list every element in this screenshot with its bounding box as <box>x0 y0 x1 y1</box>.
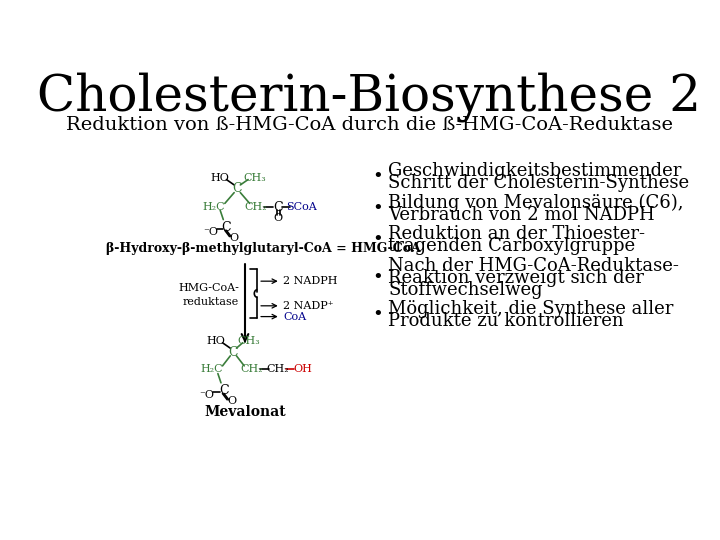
Text: CH₂: CH₂ <box>245 202 267 212</box>
Text: CH₂: CH₂ <box>266 364 289 374</box>
Text: HMG-CoA-
reduktase: HMG-CoA- reduktase <box>178 284 239 307</box>
Text: O: O <box>228 396 236 406</box>
Text: C: C <box>222 221 231 234</box>
Text: Produkte zu kontrollieren: Produkte zu kontrollieren <box>388 312 624 330</box>
Text: Bildung von Mevalonsäure (C6),: Bildung von Mevalonsäure (C6), <box>388 193 684 212</box>
Text: Nach der HMG-CoA-Reduktase-: Nach der HMG-CoA-Reduktase- <box>388 256 679 275</box>
Text: ⁻O: ⁻O <box>199 390 215 400</box>
Text: Stoffwechselweg: Stoffwechselweg <box>388 281 543 299</box>
Text: CoA: CoA <box>283 312 306 322</box>
Text: Cholesterin-Biosynthese 2: Cholesterin-Biosynthese 2 <box>37 72 701 122</box>
Text: C: C <box>274 201 283 214</box>
Text: •: • <box>372 306 383 324</box>
Text: CH₃: CH₃ <box>243 173 266 183</box>
Text: tragenden Carboxylgruppe: tragenden Carboxylgruppe <box>388 237 636 255</box>
Text: HO: HO <box>207 336 226 346</box>
Text: HO: HO <box>211 173 230 183</box>
Text: 2 NADPH: 2 NADPH <box>283 276 338 286</box>
Text: C: C <box>233 183 242 195</box>
Text: C: C <box>228 346 238 359</box>
Text: CH₂: CH₂ <box>240 364 264 374</box>
Text: C: C <box>220 384 229 397</box>
Text: Reduktion von ß-HMG-CoA durch die ß-HMG-CoA-Reduktase: Reduktion von ß-HMG-CoA durch die ß-HMG-… <box>66 116 672 134</box>
Text: H₂C: H₂C <box>203 202 225 212</box>
Text: SCoA: SCoA <box>287 202 317 212</box>
Text: Reduktion an der Thioester-: Reduktion an der Thioester- <box>388 225 645 243</box>
Text: •: • <box>372 231 383 249</box>
Text: CH₃: CH₃ <box>238 336 260 346</box>
Text: •: • <box>372 168 383 186</box>
Text: O: O <box>230 233 239 243</box>
Text: Möglichkeit, die Synthese aller: Möglichkeit, die Synthese aller <box>388 300 674 318</box>
Text: Schritt der Cholesterin-Synthese: Schritt der Cholesterin-Synthese <box>388 174 690 192</box>
Text: 2 NADP⁺: 2 NADP⁺ <box>283 301 333 311</box>
Text: Verbrauch von 2 mol NADPH: Verbrauch von 2 mol NADPH <box>388 206 655 224</box>
Text: O: O <box>274 213 283 223</box>
Text: Geschwindigkeitsbestimmender: Geschwindigkeitsbestimmender <box>388 162 682 180</box>
Text: Reaktion verzweigt sich der: Reaktion verzweigt sich der <box>388 269 644 287</box>
Text: •: • <box>372 200 383 218</box>
Text: Mevalonat: Mevalonat <box>204 405 286 419</box>
Text: H₂C: H₂C <box>200 364 223 374</box>
Text: •: • <box>372 269 383 287</box>
Text: OH: OH <box>294 364 312 374</box>
Text: ⁻O: ⁻O <box>204 227 218 237</box>
Text: β-Hydroxy-β-methylglutaryl-CoA = HMG-CoA: β-Hydroxy-β-methylglutaryl-CoA = HMG-CoA <box>106 242 420 255</box>
